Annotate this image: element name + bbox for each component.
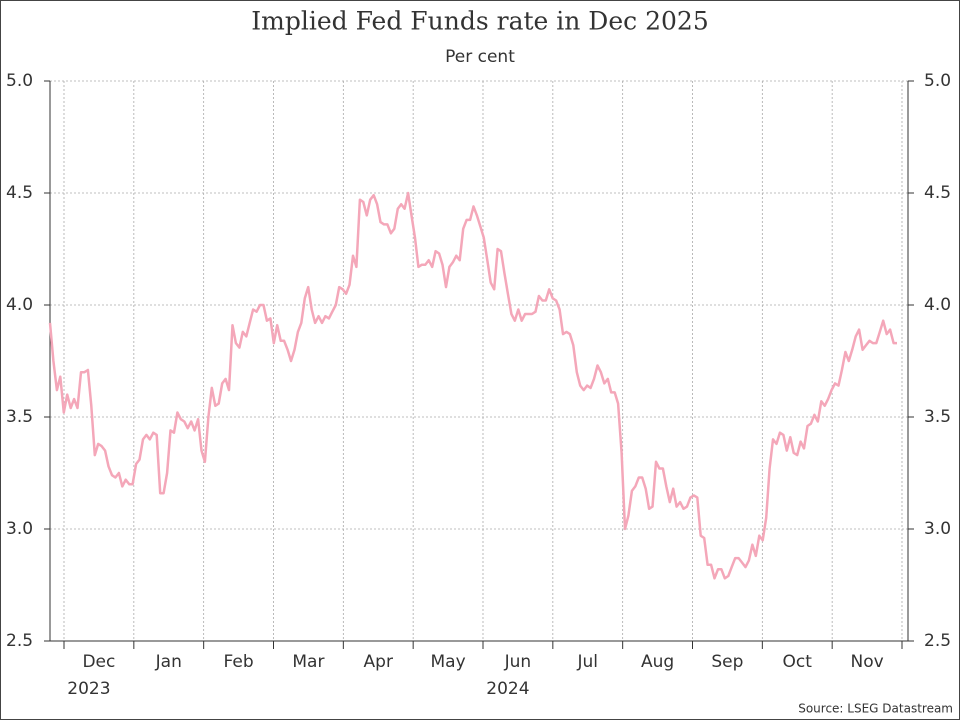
y-tick-label: 5.0 [6,71,33,91]
y2-tick-label: 4.5 [924,183,951,203]
x-tick-label: Jan [155,652,182,672]
y-tick-label: 2.5 [6,631,33,651]
y2-tick-label: 3.0 [924,519,951,539]
y2-tick-label: 3.5 [924,407,951,427]
x-tick-label: Oct [783,652,813,672]
x-tick-label: Sep [711,652,743,672]
x-tick-label: Jul [576,652,598,672]
x-tick-label: May [431,652,466,672]
source: Source: LSEG Datastream [798,702,953,716]
x-tick-label: Aug [641,652,674,672]
x-tick-label: Mar [292,652,324,672]
x-tick-label: Feb [224,652,254,672]
y-tick-label: 3.5 [6,407,33,427]
y2-tick-label: 2.5 [924,631,951,651]
x-tick-label: Dec [82,652,115,672]
y2-tick-label: 5.0 [924,71,951,91]
y-tick-label: 4.0 [6,295,33,315]
x-tick-label: Jun [504,652,532,672]
y-tick-label: 4.5 [6,183,33,203]
year-label: 2023 [67,679,110,699]
chart-title: Implied Fed Funds rate in Dec 2025 [251,7,708,36]
data-line [48,191,897,580]
y-tick-label: 3.0 [6,519,33,539]
y2-tick-label: 4.0 [924,295,951,315]
chart-subtitle: Per cent [445,47,515,67]
x-tick-label: Apr [364,652,393,672]
x-tick-label: Nov [850,652,883,672]
year-label: 2024 [486,679,529,699]
